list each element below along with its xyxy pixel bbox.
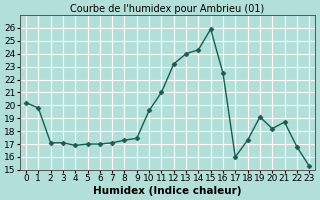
Title: Courbe de l'humidex pour Ambrieu (01): Courbe de l'humidex pour Ambrieu (01) (70, 4, 265, 14)
X-axis label: Humidex (Indice chaleur): Humidex (Indice chaleur) (93, 186, 242, 196)
